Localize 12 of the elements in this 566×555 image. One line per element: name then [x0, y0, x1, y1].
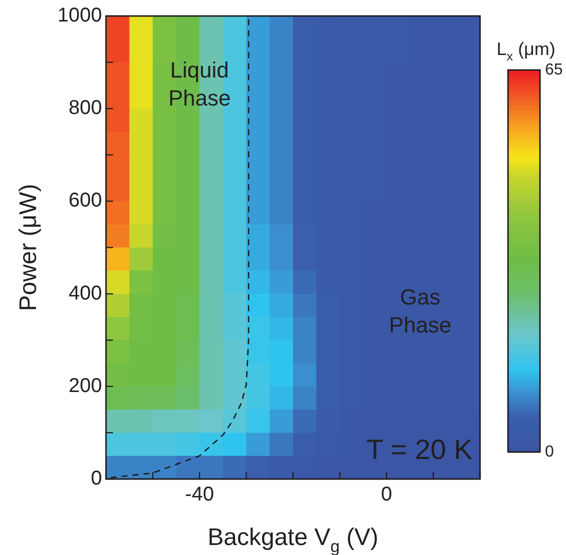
y-tick-label: 0	[90, 468, 102, 490]
color-bar-label: 65	[545, 61, 563, 78]
y-tick-label: 1000	[58, 4, 102, 27]
annotation: Gas Phase	[388, 284, 452, 338]
y-tick-label: 600	[68, 190, 102, 212]
annotation: T = 20 K	[366, 434, 473, 465]
x-tick-label: -40	[185, 484, 214, 506]
y-tick-label: 400	[68, 282, 102, 304]
color-bar-label: 0	[545, 443, 554, 460]
y-tick-label: 200	[68, 374, 102, 397]
y-axis-title: Power (μW)	[15, 184, 42, 312]
y-tick-label: 800	[68, 97, 102, 120]
